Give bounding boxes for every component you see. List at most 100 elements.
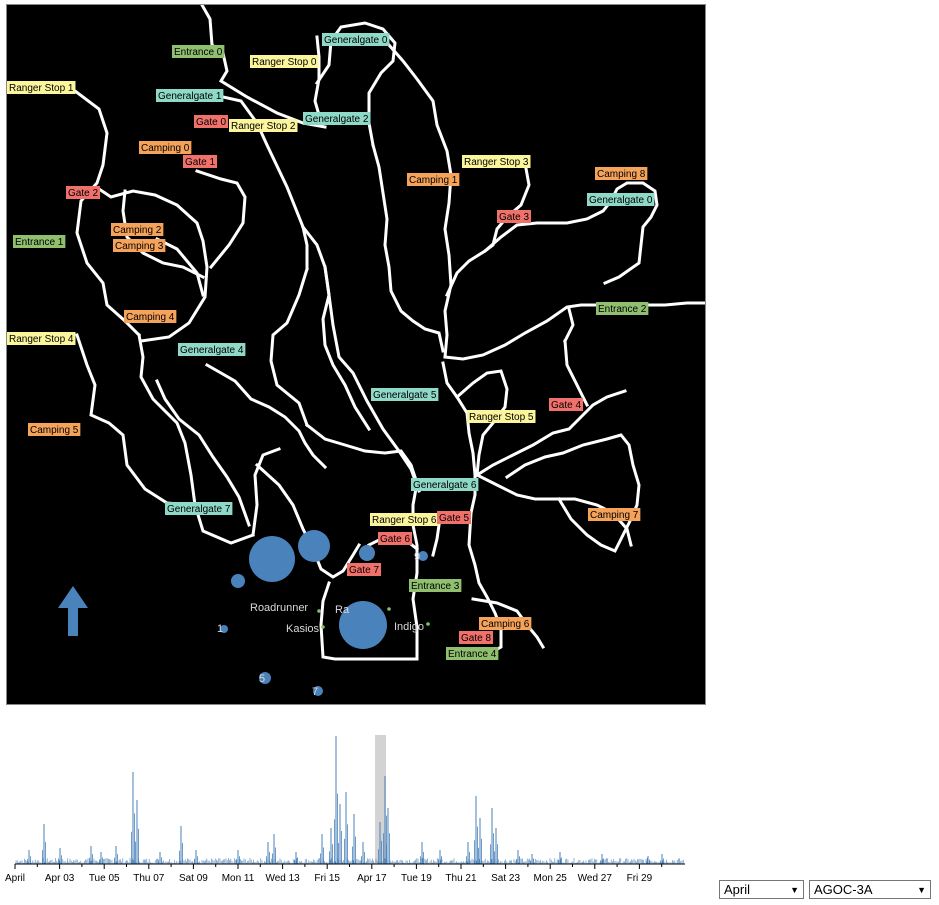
gate-label-text: Gate 8 [461, 633, 491, 644]
chevron-down-icon: ▼ [790, 884, 799, 895]
gate-label-text: Generalgate 0 [589, 195, 653, 206]
gate-label-text: Generalgate 7 [167, 504, 231, 515]
gate-labels: Entrance 0 Generalgate 0 Ranger Stop 0 Rang… [7, 33, 655, 660]
gate-label[interactable]: Gate 2 [66, 186, 101, 199]
gate-label[interactable]: Camping 2 [111, 223, 164, 236]
road-segment [269, 267, 309, 427]
gate-label[interactable]: Camping 8 [595, 167, 648, 180]
sensor-dot [426, 622, 430, 626]
gate-label[interactable]: Ranger Stop 3 [462, 155, 531, 168]
gate-label-text: Gate 0 [196, 117, 226, 128]
road-segment [482, 161, 531, 254]
traffic-bubble [418, 551, 428, 561]
gate-label[interactable]: Gate 4 [549, 398, 584, 411]
gate-label[interactable]: Gate 5 [437, 511, 472, 524]
gate-label[interactable]: Entrance 4 [446, 647, 499, 660]
gate-label[interactable]: Camping 1 [407, 173, 460, 186]
gate-label[interactable]: Gate 6 [378, 532, 413, 545]
gate-label-text: Camping 0 [141, 143, 190, 154]
gate-label[interactable]: Entrance 1 [13, 235, 66, 248]
gate-label-text: Gate 3 [499, 212, 529, 223]
road-segment [563, 339, 590, 408]
gate-label[interactable]: Generalgate 7 [165, 502, 233, 515]
gate-label[interactable]: Camping 3 [113, 239, 166, 252]
gate-label[interactable]: Ranger Stop 2 [229, 119, 298, 132]
gate-label[interactable]: Gate 7 [347, 563, 382, 576]
north-arrow-icon [58, 586, 88, 636]
timeline-tick-label: Sat 09 [179, 873, 208, 884]
road-segment [155, 379, 251, 527]
month-select[interactable]: April ▼ [719, 880, 804, 899]
gate-label[interactable]: Entrance 2 [596, 302, 649, 315]
road-segment [441, 361, 503, 658]
gate-label[interactable]: Gate 3 [497, 210, 532, 223]
traffic-bubble [259, 672, 271, 684]
sensor-label: 1 [217, 623, 223, 635]
gate-label[interactable]: Generalgate 6 [411, 478, 479, 491]
sensor-label: 5 [259, 673, 265, 685]
sensor-dot [317, 609, 321, 613]
gate-label-text: Camping 3 [115, 241, 164, 252]
gate-label-text: Gate 5 [439, 513, 469, 524]
gate-label-text: Gate 7 [349, 565, 379, 576]
gate-label[interactable]: Generalgate 0 [587, 193, 655, 206]
sensor-label: Roadrunner [250, 602, 308, 614]
gate-label[interactable]: Camping 4 [124, 310, 177, 323]
road-segment [251, 447, 281, 537]
road-segment [75, 333, 193, 507]
road-segment [454, 369, 509, 477]
gate-label[interactable]: Camping 6 [479, 617, 532, 630]
timeline-tick-label: Apr 03 [45, 873, 75, 884]
road-segment [154, 236, 205, 297]
road-segment [221, 95, 309, 271]
gate-label[interactable]: Ranger Stop 5 [467, 410, 536, 423]
sensor-label: 9 [414, 551, 420, 563]
gate-label[interactable]: Ranger Stop 6 [370, 513, 439, 526]
gate-label[interactable]: Camping 5 [28, 423, 81, 436]
sensor-labels: Roadrunner Kasios Indigo Ra 1 9 5 7 [217, 551, 430, 698]
gate-label[interactable]: Ranger Stop 0 [250, 55, 319, 68]
gate-label-text: Entrance 0 [174, 47, 223, 58]
timeline-tick-label: Fri 15 [314, 873, 340, 884]
road-segment [304, 422, 419, 485]
gate-label-text: Ranger Stop 4 [9, 334, 74, 345]
park-map-canvas[interactable]: Roadrunner Kasios Indigo Ra 1 9 5 7 Entrance 0 G… [7, 5, 705, 704]
gate-label[interactable]: Camping 0 [139, 141, 192, 154]
park-map[interactable]: Roadrunner Kasios Indigo Ra 1 9 5 7 Entrance 0 G… [6, 4, 706, 705]
timeline-tick-label: Wed 13 [265, 873, 300, 884]
gate-label[interactable]: Entrance 3 [409, 579, 462, 592]
gate-label[interactable]: Generalgate 1 [156, 89, 224, 102]
timeline-tick-label: Sat 23 [491, 873, 520, 884]
road-segment [504, 433, 641, 553]
gate-label[interactable]: Generalgate 4 [178, 343, 246, 356]
gate-label-text: Generalgate 1 [158, 91, 222, 102]
gate-label[interactable]: Generalgate 0 [322, 33, 390, 46]
gate-label[interactable]: Camping 7 [588, 508, 641, 521]
traffic-bubble [359, 545, 375, 561]
timeline-brush-selection[interactable] [375, 735, 386, 863]
gate-label[interactable]: Entrance 0 [172, 45, 225, 58]
road-segment [371, 143, 445, 353]
vehicle-select[interactable]: AGOC-3A ▼ [809, 880, 931, 899]
timeline-tick-label: Tue 19 [401, 873, 432, 884]
timeline-tick-label: April [5, 873, 25, 884]
traffic-bubble [220, 625, 228, 633]
gate-label-text: Camping 1 [409, 175, 458, 186]
timeline-chart[interactable]: April Apr 03 Tue 05 Thu 07 Sat 09 Mon 11 Wed 1… [0, 728, 700, 888]
gate-label-text: Entrance 2 [598, 304, 647, 315]
timeline-tick-label: Thu 21 [445, 873, 477, 884]
gate-label-text: Camping 7 [590, 510, 639, 521]
gate-label[interactable]: Ranger Stop 1 [7, 81, 76, 94]
gate-label[interactable]: Gate 0 [194, 115, 229, 128]
traffic-bubbles [220, 530, 428, 696]
gate-label-text: Entrance 1 [15, 237, 64, 248]
gate-label[interactable]: Generalgate 2 [303, 112, 371, 125]
gate-label-text: Generalgate 0 [324, 35, 388, 46]
road-segment [137, 333, 255, 545]
gate-label-text: Entrance 4 [448, 649, 497, 660]
gate-label[interactable]: Ranger Stop 4 [7, 332, 76, 345]
gate-label[interactable]: Gate 1 [183, 155, 218, 168]
gate-label[interactable]: Generalgate 5 [371, 388, 439, 401]
road-segment [386, 42, 453, 359]
gate-label[interactable]: Gate 8 [459, 631, 494, 644]
